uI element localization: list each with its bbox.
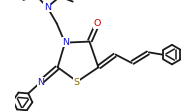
Text: N: N bbox=[37, 78, 44, 87]
Text: N: N bbox=[62, 38, 69, 47]
Text: S: S bbox=[73, 78, 79, 87]
Text: O: O bbox=[93, 19, 100, 28]
Text: N: N bbox=[44, 3, 51, 12]
